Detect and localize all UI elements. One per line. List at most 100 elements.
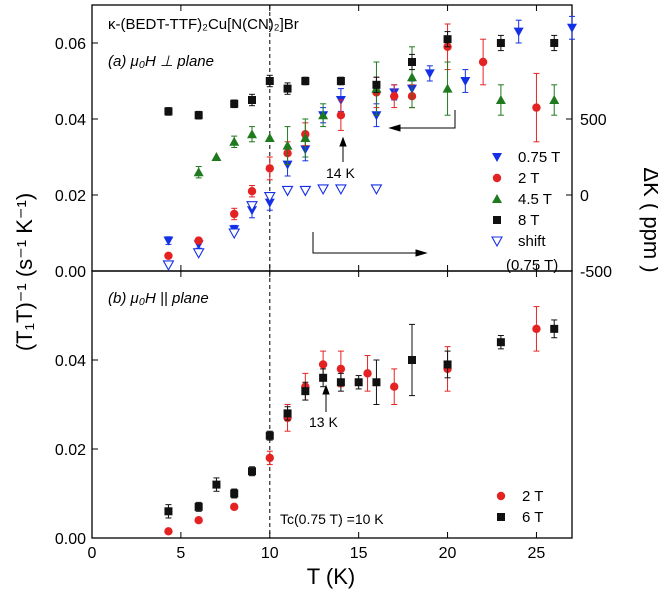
data-point: [550, 324, 559, 333]
legend-label: shift: [518, 233, 546, 250]
data-point: [300, 133, 311, 142]
annotation-arrows: [312, 110, 456, 412]
legend-marker: [492, 153, 502, 162]
legend-label: 6 T: [522, 509, 543, 526]
data-point: [408, 58, 416, 66]
annotation-13k: 13 K: [309, 414, 338, 430]
legend-panel-b: 2 T6 T: [496, 488, 543, 526]
legend-marker: [491, 236, 503, 248]
x-tick-label: 25: [528, 545, 546, 562]
data-point: [246, 201, 258, 212]
data-point: [230, 489, 239, 498]
data-point: [282, 140, 293, 150]
y-tick-label: 0.00: [55, 531, 86, 548]
data-point: [318, 110, 329, 120]
legend-label: 4.5 T: [518, 191, 552, 208]
data-point: [212, 480, 221, 489]
y-tick-label: 0.02: [55, 188, 86, 205]
series-a-0.75-T: [163, 15, 577, 250]
legend-marker: [492, 173, 502, 183]
data-point: [424, 69, 435, 79]
data-point: [336, 111, 346, 120]
y-axis-label-right: ΔK ( ppm ): [639, 167, 658, 272]
data-point: [164, 527, 173, 536]
right-y-tick-label: 0: [580, 188, 589, 205]
data-point: [372, 378, 381, 387]
legend-marker: [493, 216, 501, 224]
data-point: [549, 95, 560, 104]
data-point: [248, 467, 256, 476]
data-point: [162, 260, 175, 272]
data-point: [407, 72, 417, 82]
data-point: [192, 248, 205, 259]
data-point: [336, 378, 345, 387]
data-point: [567, 23, 577, 33]
annotation-14k: 14 K: [326, 165, 355, 181]
data-point: [194, 516, 203, 525]
legend-marker: [497, 513, 505, 521]
panel-a-label: (a) μ₀H ⊥ plane: [108, 53, 214, 70]
legend-marker: [496, 491, 506, 501]
series-a-2-T: [164, 23, 541, 260]
data-point: [164, 251, 173, 260]
legend-panel-a: 0.75 T 2 T 4.5 T 8 T shift (0.75 T): [491, 149, 560, 274]
x-tick-label: 20: [439, 545, 457, 562]
x-axis-label: T (K): [307, 564, 355, 589]
legend-label: 2 T: [518, 170, 539, 187]
y-tick-label: 0.04: [55, 112, 86, 129]
compound-title: κ-(BEDT-TTF)₂Cu[N(CN)₂]Br: [108, 16, 299, 33]
data-point: [194, 502, 203, 511]
axis-ticks: 0.00 0.02 0.04 0.06 -500 0 500 0 5 10 15 20 25 0.00 0.…: [55, 5, 612, 562]
data-point: [317, 184, 330, 196]
data-point: [301, 77, 310, 85]
data-point: [264, 198, 275, 208]
legend-label: 0.75 T: [518, 149, 560, 166]
legend-label: 8 T: [518, 212, 539, 229]
legend-marker: [492, 194, 502, 203]
y-tick-label: 0.00: [55, 264, 86, 281]
series-a-4.5-T: [193, 46, 560, 179]
data-point: [334, 184, 347, 196]
data-point: [230, 99, 239, 108]
series-a-shift: [162, 184, 383, 272]
data-point: [265, 431, 274, 440]
data-point: [496, 39, 505, 47]
data-point: [301, 387, 310, 396]
data-point: [247, 129, 257, 139]
data-point: [390, 92, 399, 101]
x-tick-label: 5: [176, 545, 185, 562]
data-point: [336, 77, 345, 85]
data-point: [230, 209, 239, 219]
data-point: [532, 103, 541, 112]
data-point: [263, 191, 276, 203]
data-point: [283, 409, 292, 418]
data-point: [513, 27, 524, 37]
data-point: [194, 111, 203, 120]
panel-b-frame: [91, 270, 573, 539]
data-point: [163, 236, 174, 246]
y-tick-label: 0.04: [55, 353, 86, 370]
data-point: [230, 502, 239, 512]
data-point: [264, 133, 275, 142]
data-point: [211, 152, 222, 161]
series-b-6-T: [164, 319, 559, 519]
legend-label-line2: (0.75 T): [506, 257, 558, 274]
data-layer: [162, 15, 577, 536]
data-point: [194, 236, 203, 245]
data-point: [372, 80, 381, 89]
data-point: [460, 77, 471, 86]
right-y-tick-label: 500: [580, 112, 607, 129]
y-tick-label: 0.02: [55, 442, 86, 459]
data-point: [248, 96, 256, 104]
data-point: [478, 57, 488, 67]
series-a-8-T: [164, 31, 559, 120]
data-point: [193, 167, 204, 177]
x-tick-label: 15: [350, 545, 368, 562]
data-point: [265, 164, 274, 173]
data-point: [336, 364, 346, 374]
data-point: [164, 107, 173, 116]
data-point: [247, 187, 257, 196]
data-point: [164, 507, 173, 516]
legend-label: 2 T: [522, 488, 543, 505]
